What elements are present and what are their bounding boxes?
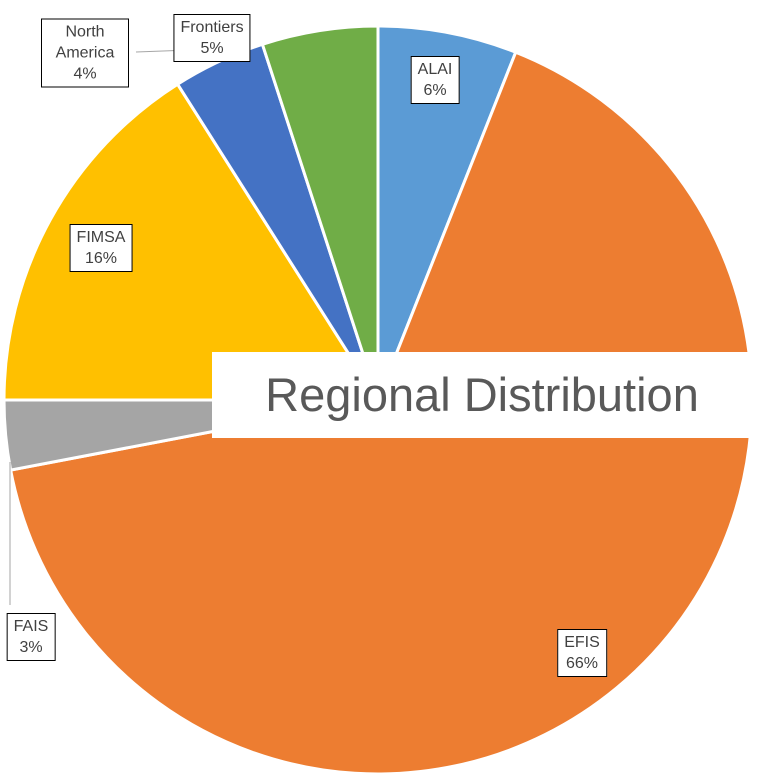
chart-title: Regional Distribution <box>212 352 752 438</box>
label-value: 16% <box>84 250 118 267</box>
label-name: ALAI <box>417 61 453 78</box>
label-name: EFIS <box>564 634 600 651</box>
label-value: 3% <box>19 639 43 656</box>
label-value: 6% <box>423 82 447 99</box>
label-value: 66% <box>565 655 599 672</box>
data-label: ALAI 6% <box>410 56 460 104</box>
data-label: EFIS 66% <box>557 629 607 677</box>
label-value: 4% <box>73 65 97 83</box>
label-name: FAIS <box>13 618 49 635</box>
data-label: FIMSA 16% <box>69 224 133 272</box>
pie-slice <box>2 82 381 402</box>
label-value: 5% <box>200 40 224 57</box>
pie-slice <box>376 24 518 401</box>
label-name: Frontiers <box>180 19 244 36</box>
label-name: FIMSA <box>76 229 126 246</box>
label-name: North America <box>55 23 115 62</box>
data-label: Frontiers 5% <box>173 14 251 62</box>
data-label: FAIS 3% <box>6 613 56 661</box>
pie-slice <box>260 24 380 401</box>
data-label: North America 4% <box>41 18 129 88</box>
